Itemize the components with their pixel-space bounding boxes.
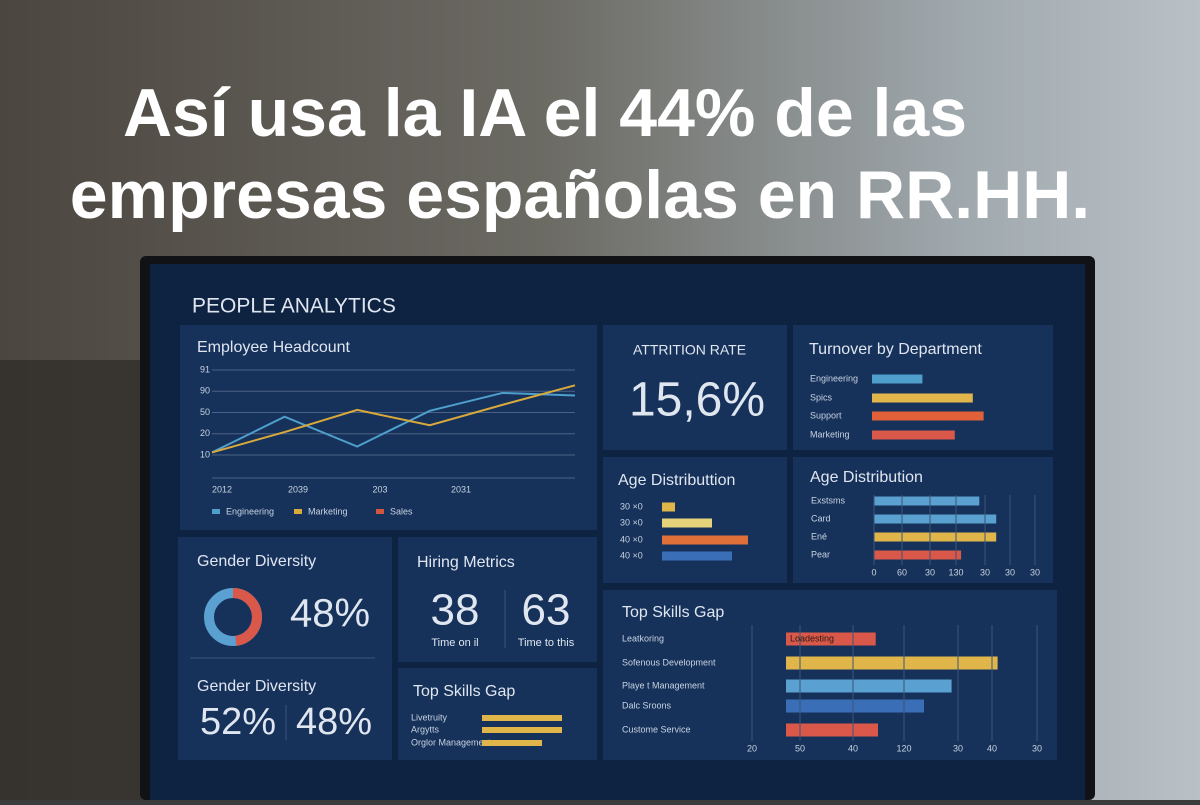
headline: Así usa la IA el 44% de las	[123, 75, 967, 151]
bar-label: Orglor Management	[411, 737, 492, 747]
x-tick-label: 0	[871, 567, 876, 577]
panel-title: Turnover by Department	[809, 341, 982, 358]
bar	[872, 430, 955, 440]
bar-label: Sofenous Development	[622, 657, 716, 667]
kpi-value: 63	[522, 586, 571, 635]
bar	[786, 699, 924, 713]
panel-title: Hiring Metrics	[417, 554, 515, 571]
panel-title: Employee Headcount	[197, 339, 351, 356]
bar	[662, 535, 748, 545]
panel-title: Age Distributtion	[618, 472, 735, 489]
bar-label: Spics	[810, 392, 833, 402]
x-tick-label: 2031	[451, 484, 471, 494]
x-tick-label: 30	[925, 567, 935, 577]
x-tick-label: 20	[747, 743, 757, 753]
bar	[482, 740, 542, 746]
x-tick-label: 40	[987, 743, 997, 753]
bar-label: Argytts	[411, 724, 440, 734]
bar-label: Ené	[811, 531, 827, 541]
shelf	[0, 360, 150, 800]
bar-label: 30 ×0	[620, 501, 643, 511]
panels	[178, 325, 1057, 760]
x-tick-label: 30	[1030, 567, 1040, 577]
bar-label: Support	[810, 410, 842, 420]
dashboard-title: PEOPLE ANALYTICS	[192, 295, 396, 318]
x-tick-label: 30	[1032, 743, 1042, 753]
bar-label: Leatkoring	[622, 633, 664, 643]
bar-label: 40 ×0	[620, 550, 643, 560]
bar	[482, 715, 562, 721]
x-tick-label: 60	[897, 567, 907, 577]
x-tick-label: 203	[372, 484, 387, 494]
line-series	[211, 384, 576, 454]
panel-title: Gender Diversity	[197, 678, 316, 695]
x-tick-label: 130	[948, 567, 963, 577]
kpi-value: 38	[431, 586, 480, 635]
kpi-value: 48%	[296, 701, 372, 743]
legend-swatch	[376, 509, 384, 514]
panel-title: Gender Diversity	[197, 553, 316, 570]
y-tick-label: 20	[200, 428, 210, 438]
bar	[874, 514, 997, 524]
bar	[662, 502, 675, 512]
kpi-value: 52%	[200, 701, 276, 743]
bar-label: Playe t Management	[622, 680, 705, 690]
bar	[874, 550, 962, 560]
bar-label: Livetruity	[411, 712, 448, 722]
kpi-label: Time on il	[431, 637, 478, 649]
x-tick-label: 50	[795, 743, 805, 753]
bar	[662, 551, 732, 561]
x-tick-label: 2039	[288, 484, 308, 494]
x-tick-label: 30	[980, 567, 990, 577]
bar	[786, 679, 952, 693]
x-tick-label: 30	[1005, 567, 1015, 577]
bar-label: Marketing	[810, 429, 850, 439]
kpi-value: 48%	[290, 592, 370, 636]
x-tick-label: 40	[848, 743, 858, 753]
bar	[872, 374, 923, 384]
bar-label: Pear	[811, 549, 830, 559]
donut-segment	[204, 588, 262, 646]
bar	[786, 656, 998, 670]
x-tick-label: 120	[896, 743, 911, 753]
bar-label: Card	[811, 513, 831, 523]
legend-label: Engineering	[226, 506, 274, 516]
x-tick-label: 2012	[212, 484, 232, 494]
kpi-label: Time to this	[518, 637, 575, 649]
y-tick-label: 90	[200, 386, 210, 396]
bar-value-label: Loadesting	[790, 633, 834, 643]
bar-label: Custome Service	[622, 724, 691, 734]
bar-label: 30 ×0	[620, 517, 643, 527]
bar	[662, 518, 712, 528]
panel-title: Age Distribution	[810, 469, 923, 486]
bar	[874, 496, 980, 506]
panel-title: Top Skills Gap	[413, 683, 515, 700]
bar	[786, 723, 878, 737]
bar	[874, 532, 997, 542]
kpi-label: ATTRITION RATE	[633, 342, 746, 358]
bar-label: Dalc Sroons	[622, 700, 672, 710]
line-series	[211, 391, 576, 454]
y-tick-label: 50	[200, 407, 210, 417]
legend-swatch	[212, 509, 220, 514]
y-tick-label: 91	[200, 364, 210, 374]
legend-label: Sales	[390, 506, 413, 516]
bar-label: Exstsms	[811, 495, 846, 505]
legend-label: Marketing	[308, 506, 348, 516]
headline: empresas españolas en RR.HH.	[70, 157, 1090, 233]
bar-label: 40 ×0	[620, 534, 643, 544]
bar	[482, 727, 562, 733]
bar	[872, 393, 973, 403]
y-tick-label: 10	[200, 449, 210, 459]
panel-title: Top Skills Gap	[622, 604, 724, 621]
bar-label: Engineering	[810, 373, 858, 383]
x-tick-label: 30	[953, 743, 963, 753]
legend-swatch	[294, 509, 302, 514]
bar	[872, 411, 984, 421]
kpi-value: 15,6%	[629, 374, 765, 427]
